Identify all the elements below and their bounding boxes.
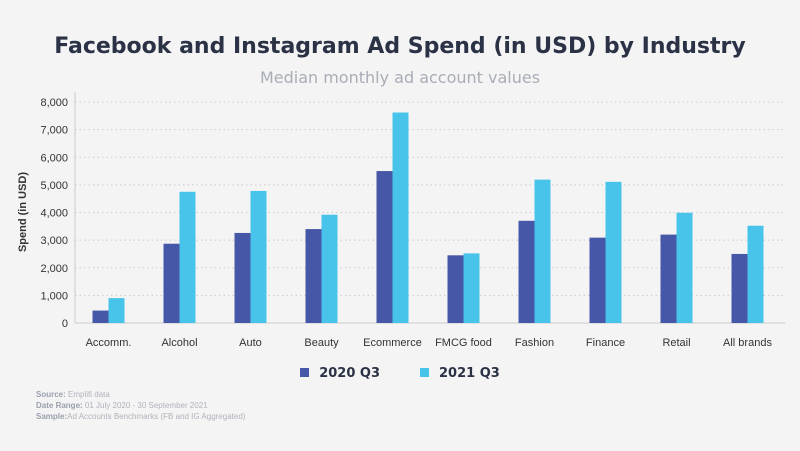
bar-2020-q3 (447, 255, 464, 323)
bar-2020-q3 (163, 243, 180, 323)
chart-subtitle: Median monthly ad account values (259, 68, 541, 87)
bar-2021-q3 (676, 212, 693, 323)
y-tick-label: 8,000 (40, 97, 68, 109)
date-text: 01 July 2020 - 30 September 2021 (84, 401, 208, 410)
bar-2020-q3 (731, 253, 748, 323)
legend-swatch (420, 368, 429, 377)
sample-text: Ad Accounts Benchmarks (FB and IG Aggreg… (67, 412, 246, 421)
bar-2021-q3 (605, 181, 622, 323)
y-tick-label: 5,000 (40, 180, 68, 192)
legend-item-2020: 2020 Q3 (300, 366, 380, 381)
x-tick-label: Accomm. (86, 337, 132, 349)
y-tick-label: 6,000 (40, 152, 68, 164)
y-axis-label: Spend (in USD) (17, 172, 29, 252)
date-label: Date Range: (36, 401, 83, 410)
legend: 2020 Q3 2021 Q3 (0, 366, 800, 381)
bar-2021-q3 (463, 253, 480, 323)
bar-2020-q3 (92, 310, 109, 323)
legend-item-2021: 2021 Q3 (420, 366, 500, 381)
y-tick-label: 0 (62, 318, 68, 330)
bar-2020-q3 (518, 220, 535, 323)
legend-label: 2020 Q3 (319, 366, 380, 381)
bar-2021-q3 (108, 298, 125, 323)
x-tick-label: Retail (662, 337, 690, 349)
x-tick-label: Fashion (515, 337, 554, 349)
bar-2021-q3 (250, 190, 267, 323)
x-tick-label: Alcohol (161, 337, 197, 349)
bar-2020-q3 (660, 234, 677, 323)
bar-2020-q3 (234, 232, 251, 323)
sample-label: Sample: (36, 412, 68, 421)
source-notes: Source: Emplifi data Date Range: 01 July… (36, 389, 245, 422)
x-tick-label: Ecommerce (363, 337, 422, 349)
y-tick-label: 3,000 (40, 235, 68, 247)
source-text: Emplifi data (68, 390, 110, 399)
legend-label: 2021 Q3 (439, 366, 500, 381)
chart-title: Facebook and Instagram Ad Spend (in USD)… (54, 34, 746, 59)
bar-2021-q3 (321, 214, 338, 323)
x-tick-label: All brands (723, 337, 772, 349)
bar-2021-q3 (534, 179, 551, 323)
x-tick-label: Finance (586, 337, 625, 349)
source-label: Source: (36, 390, 66, 399)
bar-2021-q3 (747, 225, 764, 323)
y-tick-label: 7,000 (40, 125, 68, 137)
x-tick-label: Beauty (304, 337, 339, 349)
y-tick-label: 4,000 (40, 208, 68, 220)
y-tick-label: 1,000 (40, 290, 68, 302)
bar-2020-q3 (376, 171, 393, 323)
bar-2020-q3 (305, 229, 322, 323)
bar-2021-q3 (392, 112, 409, 323)
y-tick-label: 2,000 (40, 263, 68, 275)
bar-2020-q3 (589, 237, 606, 323)
bar-2021-q3 (179, 191, 196, 323)
x-tick-label: Auto (239, 337, 262, 349)
legend-swatch (300, 368, 310, 377)
x-tick-label: FMCG food (435, 337, 492, 349)
